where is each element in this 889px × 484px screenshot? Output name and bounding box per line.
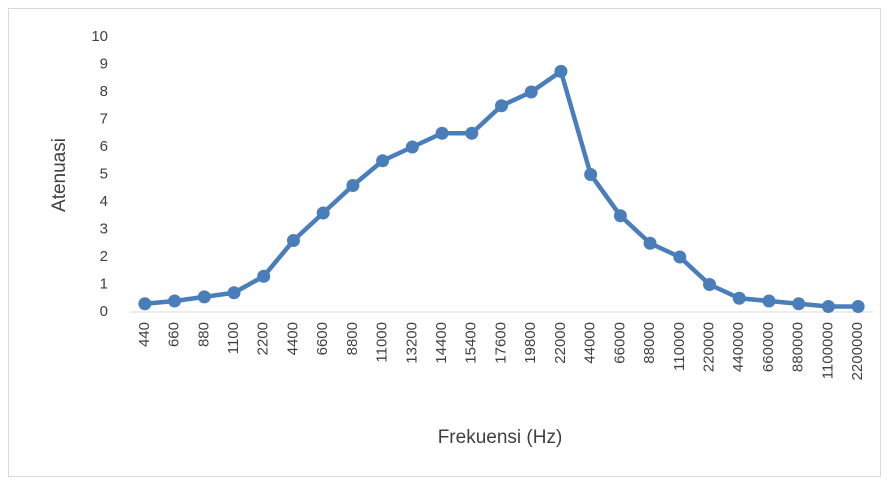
x-tick-label: 15400: [463, 322, 480, 364]
x-tick-label: 8800: [344, 322, 361, 355]
y-tick-label: 4: [100, 193, 108, 210]
y-tick-label: 10: [91, 28, 108, 45]
y-tick-label: 0: [100, 303, 108, 320]
x-tick-label: 6600: [314, 322, 331, 355]
marker: [435, 126, 449, 140]
marker: [465, 126, 479, 140]
x-tick-label: 17600: [492, 322, 509, 364]
marker: [316, 206, 330, 220]
x-axis-title: Frekuensi (Hz): [438, 427, 563, 448]
marker: [376, 154, 390, 168]
marker: [613, 209, 627, 223]
x-tick-label: 66000: [611, 322, 628, 364]
marker: [138, 297, 152, 311]
x-tick-label: 11000: [374, 322, 391, 363]
marker: [346, 179, 360, 192]
x-tick-label: 2200000: [849, 322, 866, 380]
x-tick-label: 88000: [641, 322, 658, 364]
x-tick-label: 13200: [403, 322, 420, 364]
x-tick-label: 19800: [522, 322, 539, 364]
marker: [762, 294, 776, 308]
marker: [405, 140, 419, 154]
y-tick-label: 8: [100, 83, 108, 100]
y-tick-label: 2: [100, 248, 108, 265]
x-tick-label: 4400: [284, 322, 301, 355]
x-tick-label: 2200: [255, 322, 272, 355]
marker: [821, 300, 835, 313]
x-tick-label: 440000: [730, 322, 747, 372]
marker: [732, 291, 746, 305]
x-tick-label: 660: [166, 322, 183, 347]
marker: [851, 300, 865, 313]
x-tick-label: 1100000: [819, 322, 836, 379]
x-tick-label: 14400: [433, 322, 450, 364]
x-tick-label: 660000: [760, 322, 777, 372]
x-tick-label: 880: [195, 322, 212, 347]
x-tick-label: 440: [136, 322, 153, 347]
marker: [495, 99, 508, 113]
y-tick-label: 1: [100, 275, 108, 292]
x-tick-label: 110000: [671, 322, 688, 371]
marker: [257, 269, 271, 283]
marker: [703, 278, 717, 291]
x-tick-label: 44000: [582, 322, 599, 364]
x-tick-label: 1100: [225, 322, 242, 354]
marker: [227, 286, 241, 300]
marker: [584, 168, 598, 181]
chart-border: [8, 8, 881, 477]
marker: [554, 64, 568, 78]
y-tick-label: 9: [100, 55, 108, 72]
x-tick-label: 880000: [790, 322, 807, 372]
marker: [792, 297, 806, 311]
y-tick-label: 5: [100, 165, 108, 182]
y-axis-title: Atenuasi: [49, 138, 70, 212]
x-tick-label: 22000: [552, 322, 569, 364]
x-tick-label: 220000: [701, 322, 718, 372]
marker: [168, 294, 182, 308]
y-tick-label: 3: [100, 220, 108, 237]
marker: [197, 290, 211, 304]
y-tick-label: 7: [100, 110, 108, 127]
y-tick-label: 6: [100, 138, 108, 155]
marker: [286, 234, 300, 247]
marker: [643, 236, 657, 250]
marker: [673, 250, 687, 264]
marker: [524, 85, 538, 99]
